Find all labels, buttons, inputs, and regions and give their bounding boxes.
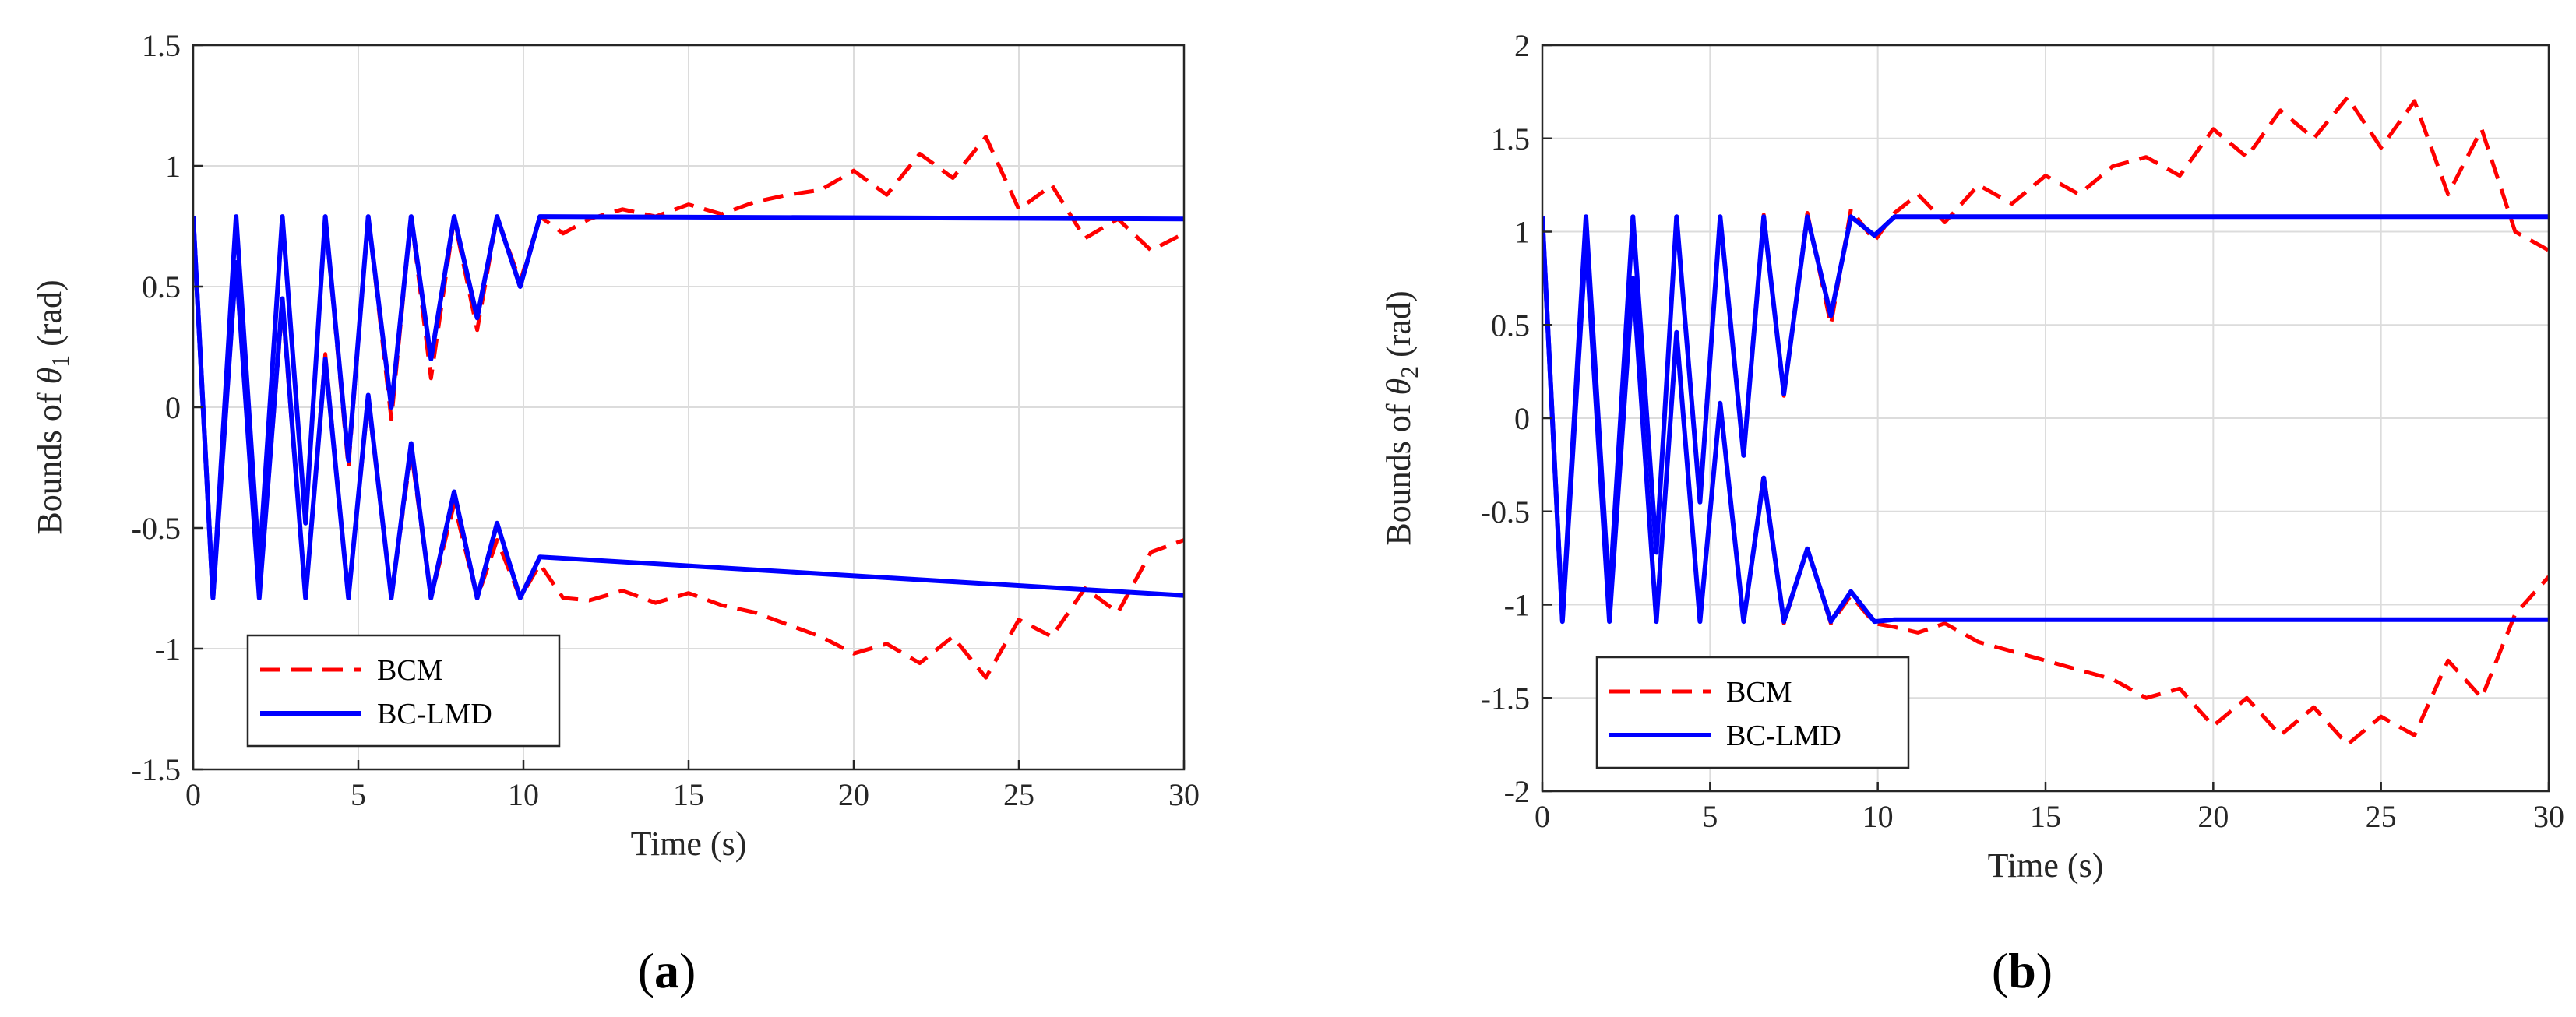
- y-tick-label: 1.5: [1491, 121, 1530, 157]
- legend: BCM BC-LMD: [1595, 656, 1910, 769]
- panel-label: (b): [1992, 943, 2053, 998]
- y-tick-label: -2: [1504, 774, 1530, 809]
- x-tick-label: 0: [1535, 799, 1550, 834]
- x-tick-label: 30: [2533, 799, 2564, 834]
- legend-label-bc-lmd: BC-LMD: [1726, 720, 1841, 752]
- y-axis-label: Bounds of θ1 (rad): [30, 280, 74, 534]
- x-tick-label: 15: [673, 777, 704, 812]
- x-tick-label: 10: [1862, 799, 1894, 834]
- y-tick-label: -1.5: [132, 752, 181, 787]
- x-tick-label: 20: [2197, 799, 2229, 834]
- legend-box: [1595, 656, 1910, 769]
- y-tick-label: -1.5: [1481, 681, 1530, 716]
- plot-area: [193, 135, 1184, 680]
- y-tick-label: 1: [1514, 215, 1530, 250]
- y-tick-label: 0: [1514, 401, 1530, 436]
- legend: BCM BC-LMD: [246, 634, 561, 748]
- legend-label-bc-lmd: BC-LMD: [377, 698, 492, 730]
- x-tick-label: 15: [2030, 799, 2061, 834]
- plot-area: [1542, 95, 2549, 747]
- chart-panel-a: 0 5 10 15 20 25 30 -1.5 -1 -0.5 0 0.5 1 1.5 Time (s) Bo…: [30, 28, 1200, 998]
- legend-box: [246, 634, 561, 748]
- y-tick-label: 0.5: [1491, 308, 1530, 343]
- legend-label-bcm: BCM: [1726, 676, 1792, 709]
- x-tick-label: 0: [185, 777, 201, 812]
- panel-label: (a): [638, 943, 696, 998]
- legend-label-bcm: BCM: [377, 654, 442, 687]
- x-tick-label: 5: [1702, 799, 1718, 834]
- x-axis-label: Time (s): [631, 825, 747, 863]
- chart-panel-b: 0 5 10 15 20 25 30 -2 -1.5 -1 -0.5 0 0.5 1 1.5 2 Time (s…: [1380, 28, 2564, 998]
- y-axis-label: Bounds of θ2 (rad): [1380, 290, 1423, 545]
- y-tick-label: -0.5: [132, 511, 181, 546]
- x-tick-label: 30: [1168, 777, 1200, 812]
- y-tick-label: 0.5: [142, 269, 181, 304]
- y-tick-label: -1: [1504, 588, 1530, 623]
- y-tick-label: 1: [165, 149, 181, 184]
- y-tick-label: 2: [1514, 28, 1530, 63]
- x-tick-label: 10: [508, 777, 539, 812]
- y-tick-label: 1.5: [142, 28, 181, 63]
- series-line-bc-lmd-lower: [1542, 216, 2549, 625]
- x-tick-label: 25: [2366, 799, 2397, 834]
- y-tick-label: -1: [155, 632, 181, 667]
- series-line-bc-lmd-lower: [193, 216, 1184, 600]
- x-tick-label: 20: [838, 777, 869, 812]
- x-tick-label: 25: [1003, 777, 1034, 812]
- series-line-bcm-lower: [193, 216, 1184, 680]
- x-tick-label: 5: [351, 777, 366, 812]
- x-axis-label: Time (s): [1988, 846, 2104, 885]
- y-tick-label: -0.5: [1481, 494, 1530, 530]
- y-tick-label: 0: [165, 390, 181, 425]
